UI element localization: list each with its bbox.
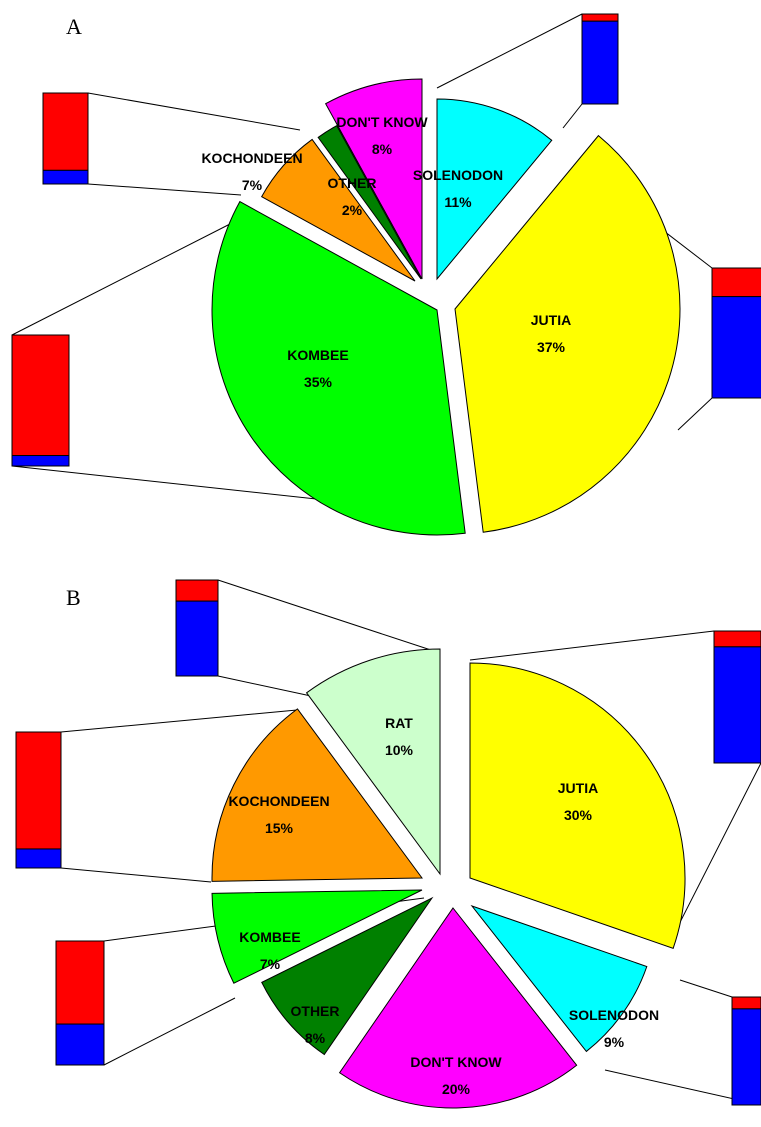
stacked-bar-red-kochondeen	[42, 92, 89, 171]
connector-line-kochondeen	[60, 709, 298, 883]
stacked-bar-blue-jutia	[711, 296, 761, 399]
slice-label-kombee: KOMBEE	[287, 347, 348, 363]
stacked-bar-red-kochondeen	[15, 731, 62, 850]
pie-slice-other	[317, 124, 422, 280]
slice-label-kochondeen: KOCHONDEEN	[228, 793, 329, 809]
slice-percent-kochondeen: 7%	[242, 177, 263, 193]
stacked-bar-blue-solenodon	[581, 20, 619, 105]
stacked-bar-red-solenodon	[731, 996, 761, 1010]
stacked-bar-red-solenodon	[581, 13, 619, 22]
stacked-bar-blue-kochondeen	[42, 169, 89, 185]
chart-b: B JUTIA 30% SOLENODON 9% DON'T KNOW 20% OTHER 8%…	[15, 579, 761, 1109]
slice-label-solenodon: SOLENODON	[413, 167, 503, 183]
slice-percent-other: 8%	[305, 1030, 326, 1046]
slice-label-jutia: JUTIA	[531, 312, 571, 328]
slice-label-solenodon: SOLENODON	[569, 1007, 659, 1023]
slice-label-kombee: KOMBEE	[239, 929, 300, 945]
slice-percent-don-t-know: 8%	[372, 141, 393, 157]
stacked-bar-blue-kombee	[11, 455, 70, 467]
slice-percent-rat: 10%	[385, 742, 414, 758]
connector-line-rat	[217, 579, 441, 697]
pie-slice-rat	[305, 648, 441, 876]
stacked-bar-red-jutia	[713, 630, 761, 648]
stacked-bar-blue-kochondeen	[15, 848, 62, 869]
stacked-bar-red-rat	[175, 579, 219, 602]
pie-slice-solenodon	[470, 904, 648, 1053]
slice-percent-solenodon: 9%	[604, 1034, 625, 1050]
pie-slice-jutia	[469, 662, 686, 949]
stacked-bar-blue-rat	[175, 600, 219, 677]
slice-label-other: OTHER	[328, 175, 377, 191]
panel-letter: B	[66, 585, 81, 610]
slice-percent-jutia: 37%	[537, 339, 566, 355]
pie-slice-don-t-know	[324, 78, 423, 280]
pie-slice-kombee	[211, 889, 423, 984]
pie-slice-jutia	[454, 134, 681, 533]
pie-slice-kochondeen	[260, 138, 416, 282]
slice-percent-jutia: 30%	[564, 807, 593, 823]
slice-percent-kombee: 7%	[260, 956, 281, 972]
slice-label-jutia: JUTIA	[558, 780, 598, 796]
slice-percent-kombee: 35%	[304, 374, 333, 390]
stacked-bar-blue-kombee	[55, 1023, 105, 1066]
pie-slice-don-t-know	[338, 907, 578, 1109]
pie-slice-solenodon	[436, 98, 553, 281]
connector-line-jutia	[469, 630, 761, 941]
slice-percent-solenodon: 11%	[444, 194, 472, 210]
stacked-bar-red-kombee	[11, 334, 70, 457]
pie-slice-kombee	[211, 200, 466, 536]
slice-percent-don-t-know: 20%	[442, 1081, 471, 1097]
slice-label-other: OTHER	[291, 1003, 340, 1019]
stacked-bar-blue-solenodon	[731, 1008, 761, 1106]
slice-label-don-t-know: DON'T KNOW	[410, 1054, 502, 1070]
connector-line-solenodon	[436, 13, 583, 129]
slice-percent-kochondeen: 15%	[265, 820, 294, 836]
slice-label-rat: RAT	[385, 715, 413, 731]
chart-a: A SOLENODON 11% JUTIA 37% KOMBEE 35% KOCHONDEEN…	[11, 13, 761, 536]
connector-line-kochondeen	[87, 92, 301, 196]
pie-slice-other	[261, 896, 434, 1056]
stacked-bar-blue-jutia	[713, 646, 761, 764]
slice-percent-other: 2%	[342, 202, 363, 218]
slice-label-kochondeen: KOCHONDEEN	[201, 150, 302, 166]
stacked-bar-red-jutia	[711, 267, 761, 298]
stacked-bar-red-kombee	[55, 940, 105, 1025]
pie-slice-kochondeen	[211, 708, 423, 882]
slice-label-don-t-know: DON'T KNOW	[336, 114, 428, 130]
panel-letter: A	[66, 14, 82, 39]
